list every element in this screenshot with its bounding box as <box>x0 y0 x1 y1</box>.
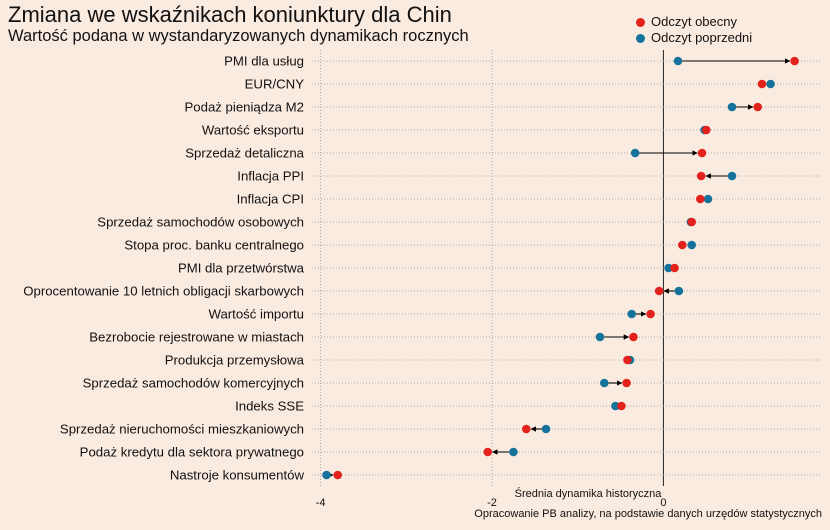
legend-current-dot <box>636 17 645 27</box>
current-value-point <box>646 309 655 319</box>
previous-value-point <box>541 424 551 434</box>
current-value-point <box>654 286 664 296</box>
category-label: Indeks SSE <box>235 399 304 414</box>
category-label: Sprzedaż detaliczna <box>185 146 304 161</box>
legend-current-label: Odczyt obecny <box>651 14 737 29</box>
legend-item-current: Odczyt obecny <box>636 14 752 30</box>
previous-value-point <box>322 470 331 480</box>
source-note: Opracowanie PB analizy, na podstawie dan… <box>474 508 822 520</box>
current-value-point <box>677 240 687 250</box>
current-value-point <box>670 263 679 273</box>
category-label: Produkcja przemysłowa <box>165 353 305 368</box>
previous-value-point <box>674 286 684 296</box>
legend-previous-dot <box>636 33 645 43</box>
current-value-point <box>333 470 343 480</box>
previous-value-point <box>627 309 637 319</box>
current-value-point <box>617 401 626 411</box>
previous-value-point <box>595 332 605 342</box>
current-value-point <box>697 148 707 158</box>
previous-value-point <box>727 102 737 112</box>
x-tick-label: -2 <box>487 497 497 509</box>
current-value-point <box>757 79 767 89</box>
previous-value-point <box>727 171 737 181</box>
previous-value-point <box>611 401 620 411</box>
category-label: Oprocentowanie 10 letnich obligacji skar… <box>23 284 304 299</box>
category-label: PMI dla przetwórstwa <box>178 261 305 276</box>
current-value-point <box>483 447 493 457</box>
current-value-point <box>687 217 697 227</box>
legend-item-previous: Odczyt poprzedni <box>636 30 752 46</box>
category-label: PMI dla usług <box>224 54 304 69</box>
category-label: Bezrobocie rejestrowane w miastach <box>89 330 304 345</box>
current-value-point <box>790 56 799 66</box>
category-label: Sprzedaż samochodów komercyjnych <box>83 376 304 391</box>
previous-value-point <box>766 79 775 89</box>
previous-value-point <box>687 240 697 250</box>
x-tick-label: 0 <box>660 497 666 509</box>
current-value-point <box>623 355 632 365</box>
chart-subtitle: Wartość podana w wystandaryzowanych dyna… <box>8 27 469 45</box>
category-label: Nastroje konsumentów <box>170 468 305 483</box>
current-value-point <box>753 102 763 112</box>
legend: Odczyt obecny Odczyt poprzedni <box>636 14 752 46</box>
chart-title: Zmiana we wskaźnikach koniunktury dla Ch… <box>8 2 452 27</box>
category-label: Podaż pieniądza M2 <box>185 100 305 115</box>
x-tick-label: -4 <box>316 497 326 509</box>
category-label: Sprzedaż nieruchomości mieszkaniowych <box>60 422 304 437</box>
category-label: Stopa proc. banku centralnego <box>124 238 304 253</box>
current-value-point <box>701 125 711 135</box>
previous-value-point <box>664 263 673 273</box>
legend-previous-label: Odczyt poprzedni <box>651 30 753 45</box>
previous-value-point <box>703 194 713 204</box>
current-value-point <box>695 194 705 204</box>
current-value-point <box>696 171 706 181</box>
category-label: Wartość eksportu <box>202 123 304 138</box>
current-value-point <box>629 332 638 342</box>
category-label: EUR/CNY <box>245 77 305 92</box>
current-value-point <box>622 378 631 388</box>
baseline-annotation: Średnia dynamika historyczna <box>515 487 663 500</box>
category-label: Sprzedaż samochodów osobowych <box>97 215 304 230</box>
current-value-point <box>521 424 531 434</box>
previous-value-point <box>630 148 640 158</box>
category-label: Podaż kredytu dla sektora prywatnego <box>80 445 304 460</box>
category-label: Wartość importu <box>208 307 304 322</box>
category-label: Inflacja PPI <box>237 169 304 184</box>
previous-value-point <box>509 447 518 457</box>
category-label: Inflacja CPI <box>237 192 304 207</box>
previous-value-point <box>599 378 609 388</box>
previous-value-point <box>673 56 683 66</box>
